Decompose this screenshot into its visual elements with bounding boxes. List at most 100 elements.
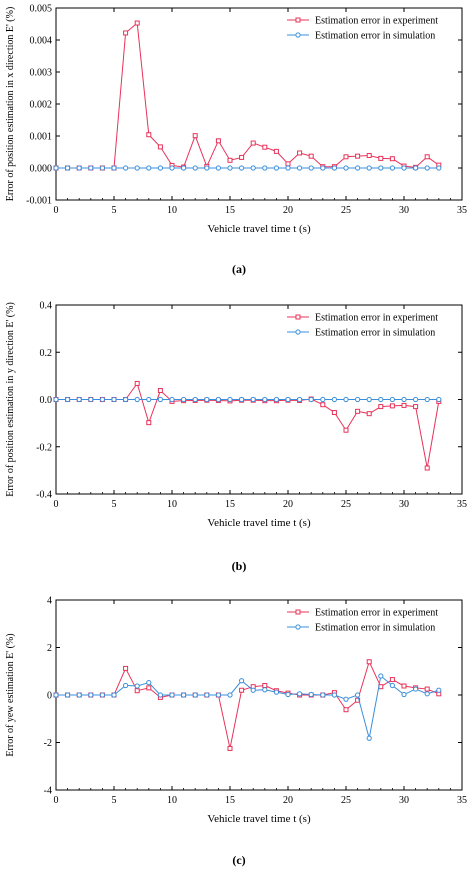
data-point xyxy=(378,404,384,410)
x-tick-label: 25 xyxy=(341,795,351,806)
data-point xyxy=(273,148,279,154)
y-tick-label: 0.001 xyxy=(30,132,53,143)
data-point xyxy=(192,396,198,403)
data-point xyxy=(413,396,419,403)
data-point xyxy=(123,682,129,689)
x-tick-label: 15 xyxy=(225,205,235,216)
x-tick-label: 10 xyxy=(167,499,177,510)
data-point xyxy=(389,156,395,162)
data-point xyxy=(99,165,106,171)
data-point xyxy=(297,165,303,171)
data-point xyxy=(65,396,71,403)
data-point xyxy=(204,396,210,403)
x-tick-label: 5 xyxy=(112,499,117,510)
y-tick-label: 0 xyxy=(47,691,52,702)
data-point xyxy=(308,153,314,159)
data-point xyxy=(123,30,129,36)
data-point xyxy=(401,165,407,171)
data-point xyxy=(355,165,361,171)
data-point xyxy=(273,165,279,171)
data-point xyxy=(53,396,59,403)
data-point xyxy=(297,691,303,697)
data-point xyxy=(123,165,129,171)
legend-label: Estimation error in simulation xyxy=(315,328,435,339)
chart-panel-2: 0 5 10 15 20 25 30 35 -0.4 -0.2 0.0 0.2 0.4 Vehicle t… xyxy=(5,301,467,574)
data-point xyxy=(285,691,291,698)
data-point xyxy=(424,691,430,697)
data-point xyxy=(123,665,129,671)
data-point xyxy=(378,155,384,161)
legend: Estimation error in experiment Estimation… xyxy=(287,608,438,634)
y-tick-label: 0.0 xyxy=(40,395,53,406)
x-axis-title: Vehicle travel time t (s) xyxy=(207,517,311,529)
data-point xyxy=(262,144,268,150)
data-point xyxy=(88,396,94,403)
y-tick-label: -0.2 xyxy=(36,442,52,453)
data-point xyxy=(134,683,140,689)
panel-caption: (a) xyxy=(232,262,246,276)
panel-caption: (b) xyxy=(232,559,247,573)
data-point xyxy=(53,165,59,171)
data-point xyxy=(227,745,233,751)
y-axis-title: Error of position estimation in x direct… xyxy=(5,7,16,202)
data-point xyxy=(436,396,442,403)
x-tick-label: 0 xyxy=(54,205,59,216)
legend-label: Estimation error in simulation xyxy=(315,623,435,634)
y-tick-label: 0.005 xyxy=(30,4,53,15)
data-point xyxy=(227,165,233,171)
data-point xyxy=(401,691,407,698)
legend-label: Estimation error in experiment xyxy=(315,16,438,27)
legend-label: Estimation error in experiment xyxy=(315,313,438,324)
data-point xyxy=(355,697,361,703)
series-simulation xyxy=(53,396,442,403)
legend-marker xyxy=(295,624,301,630)
data-point xyxy=(366,659,372,665)
series-experiment xyxy=(53,659,442,751)
data-point xyxy=(413,404,419,410)
series-line xyxy=(56,22,440,169)
data-point xyxy=(389,403,395,409)
data-point xyxy=(355,408,361,414)
data-point xyxy=(146,396,152,403)
data-point xyxy=(343,696,349,702)
data-point xyxy=(146,165,152,171)
data-point xyxy=(297,396,303,403)
data-point xyxy=(88,692,94,698)
data-point xyxy=(146,132,152,138)
data-point xyxy=(239,396,245,403)
data-point xyxy=(285,161,291,167)
data-point xyxy=(262,687,268,693)
data-point xyxy=(227,396,233,403)
data-point xyxy=(99,396,106,403)
data-point xyxy=(273,689,279,695)
y-tick-label: 0.003 xyxy=(30,68,53,79)
data-point xyxy=(250,687,256,693)
data-point xyxy=(366,735,372,741)
x-tick-label: 35 xyxy=(457,795,467,806)
data-point xyxy=(53,692,59,698)
y-tick-label: 0.2 xyxy=(40,348,53,359)
x-tick-label: 10 xyxy=(167,205,177,216)
data-point xyxy=(389,682,395,689)
chart-panel-3: 0 5 10 15 20 25 30 35 -4 -2 0 2 4 Vehicle travel time… xyxy=(5,596,467,868)
data-point xyxy=(343,396,349,403)
x-tick-label: 15 xyxy=(225,795,235,806)
data-point xyxy=(424,686,430,692)
legend-marker xyxy=(295,32,301,38)
data-point xyxy=(215,138,221,144)
x-tick-label: 25 xyxy=(341,205,351,216)
data-point xyxy=(76,396,82,403)
data-point xyxy=(134,165,140,171)
data-point xyxy=(204,692,210,698)
data-point xyxy=(181,396,187,403)
y-tick-label: 4 xyxy=(47,596,52,607)
data-point xyxy=(320,402,326,408)
data-point xyxy=(239,165,245,171)
series-experiment xyxy=(53,20,442,171)
data-point xyxy=(157,396,163,403)
data-point xyxy=(134,688,140,694)
data-point xyxy=(343,165,349,171)
x-tick-label: 30 xyxy=(399,795,409,806)
data-point xyxy=(366,165,372,171)
x-tick-label: 20 xyxy=(283,795,293,806)
